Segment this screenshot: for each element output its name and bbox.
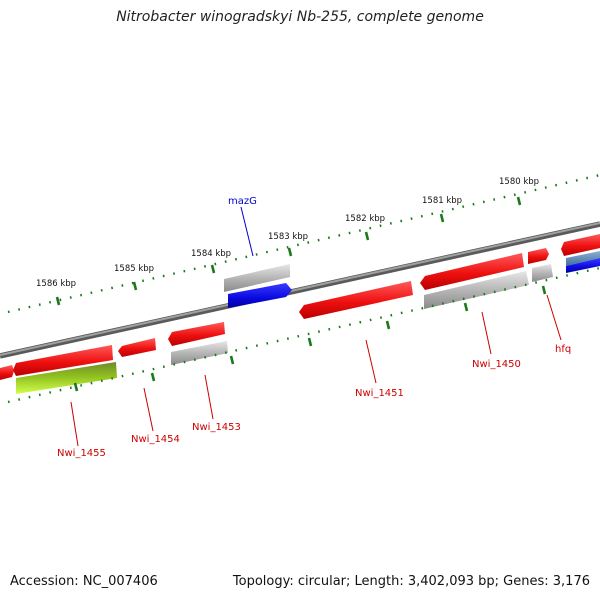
gene-arrow-hfq [532,264,553,282]
inner-kbp-tick [385,320,391,330]
feature-blue-right [566,258,600,273]
map-title: Nitrobacter winogradskyi Nb-255, complet… [116,9,484,25]
gene-arrow-Nwi_1450-upper [420,253,524,290]
leader-Nwi_1451 [365,339,377,384]
leader-hfq [546,294,562,341]
kbp-tick-1583 [287,247,293,257]
gene-label-Nwi_1454: Nwi_1454 [131,434,180,445]
gene-arrow-Nwi_1451 [299,281,413,319]
kbp-tick-1581 [439,213,445,223]
kbp-label: 1581 kbp [422,196,462,206]
gene-arrow-hfq-region [528,248,549,264]
reverse-strand-features [0,251,600,394]
feature-steel-right [566,251,600,266]
outer-tick-row [7,173,600,314]
leader-Nwi_1453 [204,374,214,420]
kbp-tick-1584 [210,264,216,274]
inner-kbp-tick [150,372,156,382]
accession-label: Accession: NC_007406 [10,574,158,589]
gene-label-Nwi_1450: Nwi_1450 [472,359,521,370]
feature-blue-mazG [228,283,292,308]
kbp-tick-1586 [55,296,61,306]
inner-kbp-tick [307,337,313,347]
gene-arrow-Nwi_1450-lower [424,271,529,309]
gene-arrow-left-edge [0,365,14,380]
gene-arrow-Nwi_1453-lower [171,341,228,365]
gene-labels: mazG Nwi_1455 Nwi_1454 Nwi_1453 Nwi_1451… [57,196,571,459]
gene-label-mazG: mazG [228,196,257,207]
inner-kbp-tick [73,382,79,392]
inner-tick-row [7,266,600,404]
kbp-tick-1585 [132,281,138,291]
kbp-label: 1585 kbp [114,264,154,274]
gene-label-Nwi_1455: Nwi_1455 [57,448,106,459]
topology-label: Topology: circular; Length: 3,402,093 bp… [232,574,590,589]
gene-arrow-mazG [224,264,290,292]
kbp-labels: 1586 kbp 1585 kbp 1584 kbp 1583 kbp 1582… [36,177,539,289]
gene-label-Nwi_1451: Nwi_1451 [355,388,404,399]
forward-strand-features [224,234,600,292]
leader-Nwi_1454 [143,387,154,432]
leader-mazG [240,206,254,257]
feature-green-Nwi_1455 [16,362,117,394]
gene-arrow-Nwi_1453-upper [168,322,225,346]
kbp-label: 1582 kbp [345,214,385,224]
gene-arrow-Nwi_1454 [118,338,156,357]
kbp-tick-1582 [364,231,370,241]
kbp-label: 1583 kbp [268,232,308,242]
kbp-label: 1584 kbp [191,249,231,259]
leader-Nwi_1450 [481,311,492,355]
inner-kbp-tick [463,302,469,312]
gene-label-hfq: hfq [555,344,571,355]
inner-kbp-tick [229,355,235,365]
leader-Nwi_1455 [70,401,79,447]
genome-backbone [0,221,600,359]
kbp-label: 1586 kbp [36,279,76,289]
gene-label-Nwi_1453: Nwi_1453 [192,422,241,433]
gene-arrow-Nwi_1455 [13,345,113,376]
kbp-label: 1580 kbp [499,177,539,187]
inner-kbp-tick [541,285,547,295]
kbp-tick-1580 [516,196,522,206]
label-leader-lines [70,206,562,447]
gene-arrow-forward-right [561,234,600,256]
